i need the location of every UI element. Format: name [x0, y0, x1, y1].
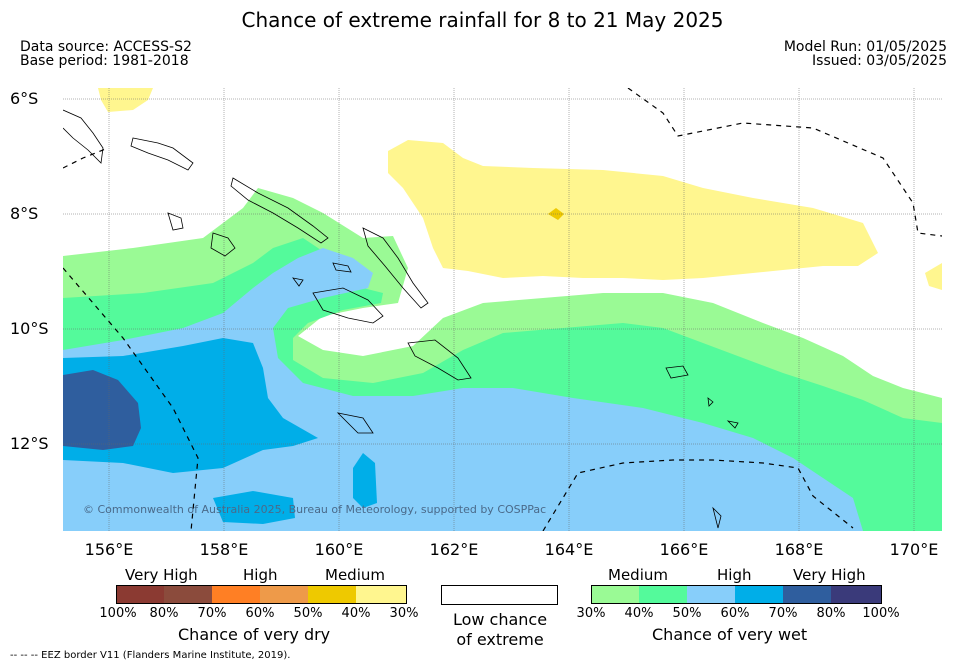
wet-tick-30: 30%: [576, 606, 606, 621]
data-source: Data source: ACCESS-S2: [20, 39, 192, 55]
wet-high-60-patch-a: [213, 491, 295, 524]
lat-label-12s: 12°S: [10, 434, 49, 453]
dry-swatch-0: [116, 585, 164, 604]
wet-tick-70: 70%: [768, 606, 798, 621]
wet-tick-50: 50%: [672, 606, 702, 621]
new-georgia-island: [167, 212, 236, 257]
copyright-text: © Commonwealth of Australia 2025, Bureau…: [83, 503, 546, 516]
dry-very-high-label: Very High: [125, 566, 198, 584]
issued-date: Issued: 03/05/2025: [812, 53, 947, 69]
dry-tick-30: 30%: [389, 606, 419, 621]
lat-label-6s: 6°S: [10, 89, 39, 108]
wet-very-high-70-zone: [63, 370, 141, 450]
lat-label-8s: 8°S: [10, 204, 39, 223]
dry-swatch-4: [308, 585, 356, 604]
choiseul-island: [230, 177, 329, 244]
run-info: Model Run: 01/05/2025 Issued: 03/05/2025: [784, 40, 947, 68]
dry-medium-zone: [388, 140, 878, 280]
dry-tick-60: 60%: [245, 606, 275, 621]
low-chance-line1: Low chance: [452, 610, 548, 629]
base-period: Base period: 1981-2018: [20, 53, 189, 69]
eez-border-north: [63, 147, 109, 169]
malaita-island: [407, 339, 472, 381]
new-ireland-coast: [130, 137, 194, 171]
dry-swatch-3: [260, 585, 308, 604]
dry-swatch-1: [164, 585, 212, 604]
wet-tick-80: 80%: [816, 606, 846, 621]
lat-label-10s: 10°S: [10, 319, 49, 338]
dry-high-label: High: [243, 566, 278, 584]
lon-label-160e: 160°E: [314, 540, 364, 559]
dry-tick-80: 80%: [149, 606, 179, 621]
low-chance-line2: of extreme: [456, 630, 544, 649]
small-islands: [292, 262, 739, 529]
dry-tick-70: 70%: [197, 606, 227, 621]
lon-label-168e: 168°E: [774, 540, 824, 559]
eez-footnote: -- -- -- EEZ border V11 (Flanders Marine…: [10, 650, 291, 661]
wet-swatch-1: [639, 585, 687, 604]
dry-high-patch: [548, 208, 564, 220]
bougainville-island: [63, 109, 104, 164]
wet-medium-label: Medium: [608, 566, 668, 584]
dry-tick-50: 50%: [293, 606, 323, 621]
wet-swatch-2: [687, 585, 735, 604]
dry-medium-patch-b: [925, 263, 942, 290]
guadalcanal-island: [312, 287, 384, 324]
wet-high-label: High: [717, 566, 752, 584]
dry-tick-40: 40%: [341, 606, 371, 621]
dry-colorbar: [116, 585, 407, 604]
lon-label-158e: 158°E: [199, 540, 249, 559]
wet-very-high-label: Very High: [793, 566, 866, 584]
wet-tick-60: 60%: [720, 606, 750, 621]
model-run: Model Run: 01/05/2025: [783, 39, 947, 55]
rainfall-map[interactable]: © Commonwealth of Australia 2025, Bureau…: [63, 88, 942, 531]
wet-swatch-5: [831, 585, 881, 604]
lon-label-166e: 166°E: [659, 540, 709, 559]
wet-caption: Chance of very wet: [652, 625, 808, 644]
low-chance-caption: Low chance of extreme: [420, 610, 580, 650]
eez-borders: [63, 88, 942, 531]
eez-border-east: [627, 88, 942, 237]
low-chance-swatch: [441, 585, 558, 605]
wet-swatch-3: [735, 585, 783, 604]
dry-swatch-5: [356, 585, 406, 604]
map-title: Chance of extreme rainfall for 8 to 21 M…: [241, 8, 724, 32]
lon-label-156e: 156°E: [84, 540, 134, 559]
dry-swatch-2: [212, 585, 260, 604]
source-info: Data source: ACCESS-S2 Base period: 1981…: [20, 40, 192, 68]
eez-border-south: [542, 459, 854, 531]
wet-swatch-0: [591, 585, 639, 604]
santa-isabel-island: [362, 227, 429, 309]
wet-swatch-4: [783, 585, 831, 604]
wet-tick-40: 40%: [624, 606, 654, 621]
dry-medium-label: Medium: [325, 566, 385, 584]
wet-colorbar: [591, 585, 882, 604]
coastlines: [63, 109, 739, 529]
wet-tick-100: 100%: [862, 606, 900, 621]
eez-border-west: [63, 267, 199, 531]
lon-label-170e: 170°E: [889, 540, 939, 559]
dry-caption: Chance of very dry: [178, 625, 331, 644]
wet-high-60-patch-b: [353, 453, 377, 508]
dry-medium-patch-a: [98, 88, 153, 112]
dry-tick-100: 100%: [99, 606, 137, 621]
lon-label-162e: 162°E: [429, 540, 479, 559]
lon-label-164e: 164°E: [544, 540, 594, 559]
graticule: [63, 88, 942, 531]
